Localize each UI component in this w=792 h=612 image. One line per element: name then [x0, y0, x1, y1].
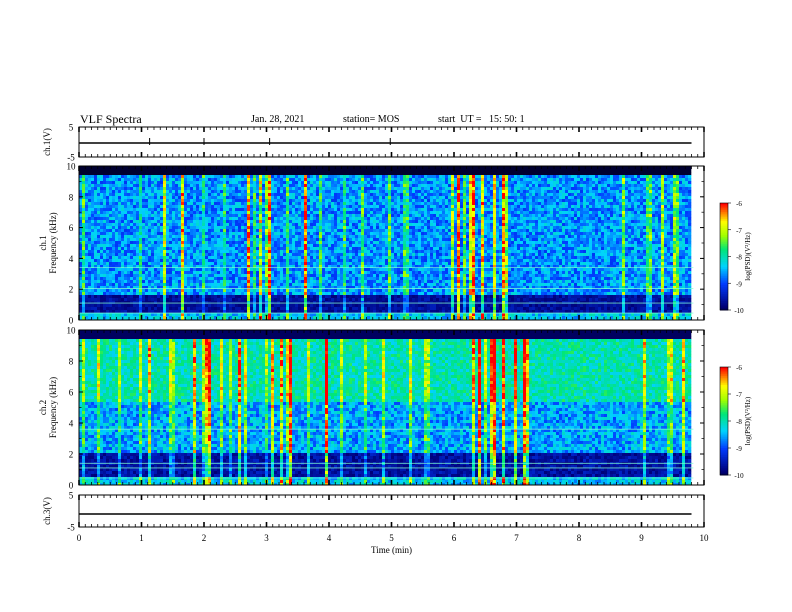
colorbar-tick-label: -8 [736, 418, 742, 426]
x-tick-label: 8 [577, 533, 582, 543]
x-tick-label: 2 [202, 533, 207, 543]
colorbar-1-label: log(PSD)(V²/Hz) [744, 232, 752, 281]
y-tick-label: 8 [69, 357, 74, 367]
x-axis-label: Time (min) [371, 545, 412, 555]
y-tick-label: 6 [69, 388, 74, 398]
y-tick-label: 0 [69, 316, 74, 326]
y-tick-label: 6 [69, 223, 74, 233]
figure-title: VLF Spectra [80, 112, 142, 127]
x-tick-label: 1 [139, 533, 144, 543]
x-tick-label: 5 [389, 533, 394, 543]
panel-2-ylabel: ch.2 [38, 400, 48, 415]
panel-2-ylabel: Frequency (kHz) [48, 377, 58, 438]
start-time-label: start UT = 15: 50: 1 [438, 114, 525, 125]
spectrogram-1-cells [79, 166, 692, 320]
colorbar-2 [720, 367, 728, 476]
station-label: station= MOS [343, 114, 399, 125]
panel-1-ylabel: Frequency (kHz) [48, 212, 58, 273]
colorbar-2-label: log(PSD)(V²/Hz) [744, 396, 752, 445]
y-tick-label: 8 [69, 192, 74, 202]
colorbar-tick-label: -7 [736, 227, 742, 235]
colorbar-tick-label: -6 [736, 364, 742, 372]
x-tick-label: 3 [264, 533, 269, 543]
x-tick-label: 0 [77, 533, 82, 543]
colorbar-tick-label: -6 [736, 200, 742, 208]
y-tick-label: 10 [67, 326, 77, 336]
panel-0-ylabel: ch.1(V) [42, 128, 52, 156]
y-tick-label: -5 [67, 523, 75, 533]
x-tick-label: 10 [700, 533, 710, 543]
y-tick-label: 2 [69, 285, 74, 295]
spectrogram-2-cells [79, 330, 692, 485]
date-label: Jan. 28, 2021 [251, 114, 304, 125]
y-tick-label: -5 [67, 153, 75, 163]
y-tick-label: 10 [67, 162, 77, 172]
colorbar-tick-label: -8 [736, 254, 742, 262]
x-tick-label: 6 [452, 533, 457, 543]
y-tick-label: 4 [69, 254, 74, 264]
y-tick-label: 4 [69, 419, 74, 429]
colorbar-tick-label: -7 [736, 391, 742, 399]
panel-1-ylabel: ch.1 [38, 235, 48, 250]
colorbar-tick-label: -10 [734, 472, 744, 480]
x-tick-label: 4 [327, 533, 332, 543]
panel-3-ylabel: ch.3(V) [42, 497, 52, 525]
colorbar-tick-label: -9 [736, 445, 742, 453]
x-tick-label: 9 [639, 533, 644, 543]
x-tick-label: 7 [514, 533, 519, 543]
y-tick-label: 5 [69, 123, 74, 133]
y-tick-label: 0 [69, 481, 74, 491]
colorbar-tick-label: -10 [734, 307, 744, 315]
y-tick-label: 5 [69, 491, 74, 501]
colorbar-1 [720, 203, 728, 311]
y-tick-label: 2 [69, 450, 74, 460]
colorbar-tick-label: -9 [736, 280, 742, 288]
